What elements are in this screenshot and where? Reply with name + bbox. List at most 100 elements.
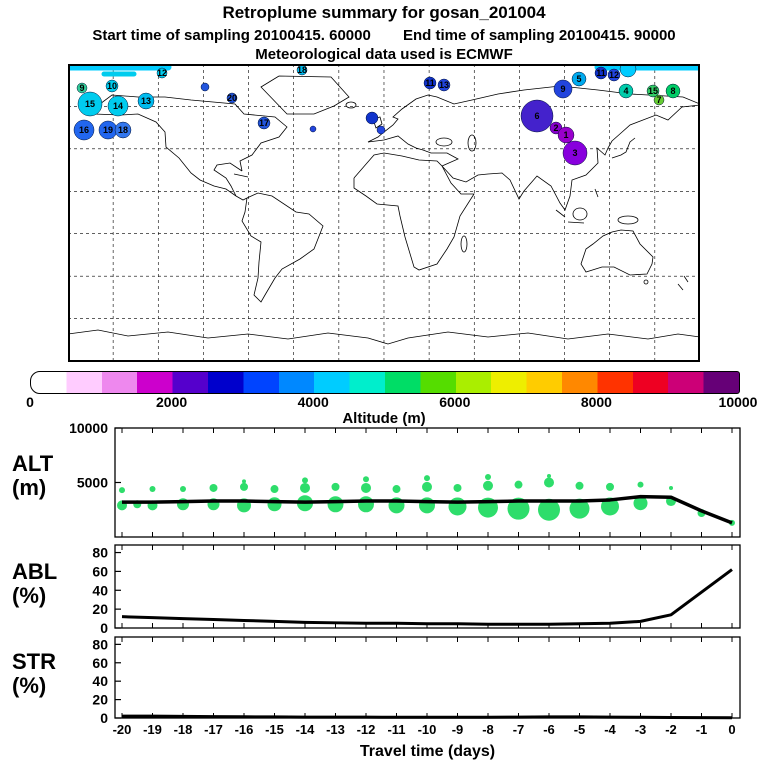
plume-bubble xyxy=(257,116,271,130)
plume-bubble xyxy=(156,67,168,79)
alt-scatter-bubble xyxy=(363,476,369,483)
xaxis-label: Travel time (days) xyxy=(360,743,495,760)
xtick-label: -4 xyxy=(604,722,616,737)
xtick-label: -18 xyxy=(174,722,193,737)
plume-bubble-label: 5 xyxy=(576,74,581,84)
plume-bubble-label: 11 xyxy=(596,68,606,78)
plume-bubble-label: 17 xyxy=(259,118,269,128)
xtick-label: -17 xyxy=(204,722,223,737)
plume-bubble-label: 18 xyxy=(118,125,128,135)
str-ytick-label: 60 xyxy=(92,655,108,671)
plume-bubble-label: 15 xyxy=(648,86,658,96)
plume-bubble xyxy=(114,121,132,139)
altitude-colorbar xyxy=(30,371,740,394)
xtick-label: -20 xyxy=(113,722,132,737)
plume-bubble-label: 12 xyxy=(157,68,167,78)
colorbar-tick: 6000 xyxy=(439,394,471,410)
alt-scatter-bubble xyxy=(331,482,340,491)
alt-scatter-bubble xyxy=(606,482,614,491)
start-time-text: Start time of sampling 20100415. 60000 xyxy=(92,27,371,44)
plume-bubble-label: 14 xyxy=(113,101,123,111)
colorbar-tick: 4000 xyxy=(297,394,329,410)
alt-scatter-bubble xyxy=(483,480,493,491)
map-border xyxy=(68,64,700,362)
plume-bubble xyxy=(73,119,95,141)
abl-ytick-label: 80 xyxy=(92,545,108,561)
xtick-label: -8 xyxy=(482,722,494,737)
colorbar-tick-labels: 0 2000 4000 6000 8000 10000 xyxy=(26,394,757,410)
plume-bubble xyxy=(571,71,587,87)
xtick-label: -5 xyxy=(574,722,586,737)
plume-bubble xyxy=(653,94,665,106)
str-ytick-label: 20 xyxy=(92,692,108,708)
alt-scatter-bubble xyxy=(669,485,673,490)
plume-bubble-label: 19 xyxy=(103,125,113,135)
xtick-label: -19 xyxy=(143,722,162,737)
plume-bubble-label: 7 xyxy=(656,95,661,105)
plume-bubble xyxy=(309,125,317,133)
xtick-label: -16 xyxy=(235,722,254,737)
alt-scatter-bubble xyxy=(485,474,491,481)
plume-bubble xyxy=(226,92,238,104)
plume-bubble-label: 8 xyxy=(670,86,675,96)
plume-bubble xyxy=(77,91,103,117)
plume-bubble-label: 3 xyxy=(572,148,577,158)
plume-bubble-label: 1 xyxy=(563,130,568,140)
xtick-label: -10 xyxy=(418,722,437,737)
alt-scatter-bubble xyxy=(514,480,523,489)
xtick-label: -15 xyxy=(265,722,284,737)
alt-panel-label: ALT (m) xyxy=(12,451,54,500)
xtick-label: -12 xyxy=(357,722,376,737)
plume-bubble-label: 18 xyxy=(297,65,307,75)
plume-bubble-label: 4 xyxy=(623,86,628,96)
str-panel-label: STR (%) xyxy=(12,649,56,698)
plume-bubble xyxy=(557,126,575,144)
plume-bubble-label: 9 xyxy=(560,84,565,94)
map-gridlines xyxy=(68,64,700,362)
alt-scatter-bubble xyxy=(448,497,467,516)
plume-bubble xyxy=(665,83,681,99)
alt-scatter-bubble xyxy=(424,475,430,482)
abl-ytick-label: 60 xyxy=(92,563,108,579)
plume-bubble-label: 10 xyxy=(107,81,117,91)
colorbar-tick: 0 xyxy=(26,394,34,410)
alt-scatter-bubble xyxy=(601,497,619,516)
abl-ytick-label: 0 xyxy=(100,620,108,636)
alt-mean-line xyxy=(122,494,733,525)
colorbar-tick: 2000 xyxy=(156,394,188,410)
abl-ytick-label: 40 xyxy=(92,582,108,598)
str-mean-line xyxy=(122,714,733,720)
alt-scatter-bubble xyxy=(569,498,590,519)
plume-bubble-label: 11 xyxy=(425,78,435,88)
plume-bubble xyxy=(618,83,634,99)
abl-panel-box xyxy=(114,544,741,629)
plume-bubble xyxy=(562,140,588,166)
xtick-label: -6 xyxy=(543,722,555,737)
plume-bubble-label: 13 xyxy=(141,96,151,106)
abl-mean-line xyxy=(121,568,733,626)
xtick-label: -7 xyxy=(513,722,525,737)
plume-bubble-label: 12 xyxy=(609,70,619,80)
alt-scatter-bubble xyxy=(547,473,551,478)
xtick-label: -9 xyxy=(452,722,464,737)
alt-scatter-bubble xyxy=(637,481,644,488)
alt-scatter-bubble xyxy=(302,477,308,484)
plume-bubble xyxy=(553,79,573,99)
plume-bubble xyxy=(376,125,386,135)
xtick-label: -11 xyxy=(387,722,405,737)
plume-bubble-label: 2 xyxy=(553,123,558,133)
alt-scatter-bubble xyxy=(575,481,584,490)
plume-bubble-label: 15 xyxy=(85,99,95,109)
alt-ytick-label: 5000 xyxy=(77,475,108,491)
alt-scatter-bubble xyxy=(119,487,125,494)
xtick-label: -1 xyxy=(696,722,708,737)
alt-scatter-bubble xyxy=(544,477,554,488)
abl-panel-label: ABL (%) xyxy=(12,559,58,608)
xtick-label: 0 xyxy=(728,722,735,737)
str-ytick-label: 40 xyxy=(92,673,108,689)
plume-bubble xyxy=(594,66,608,80)
alt-scatter-bubble xyxy=(270,485,279,494)
str-ytick-label: 80 xyxy=(92,636,108,652)
str-panel-box xyxy=(114,636,741,719)
alt-scatter-bubble xyxy=(209,483,218,492)
